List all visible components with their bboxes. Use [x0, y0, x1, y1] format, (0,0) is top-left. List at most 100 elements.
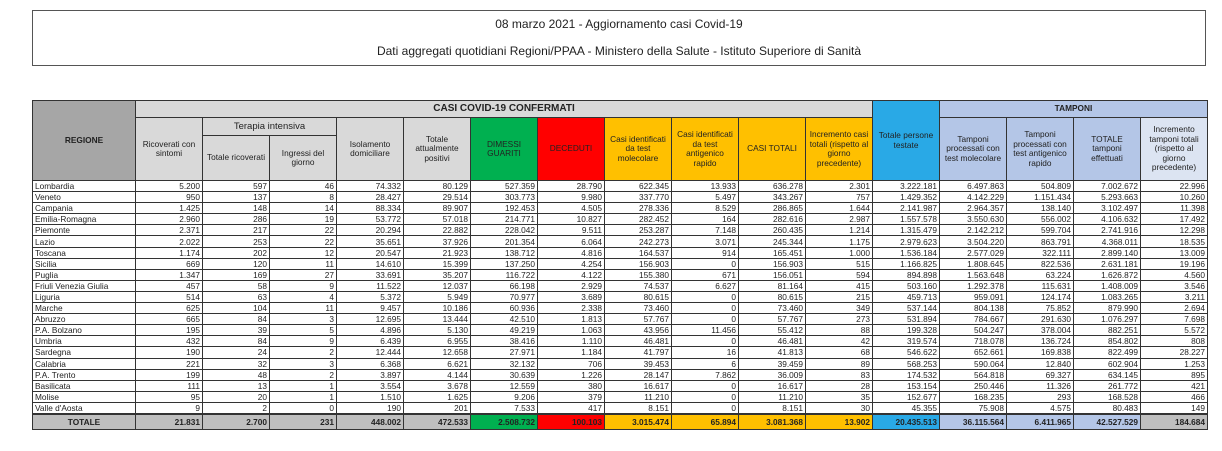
data-cell: 156.903: [738, 257, 806, 270]
data-cell: 1.408.009: [1073, 279, 1141, 292]
data-cell: 20.435.513: [872, 413, 940, 430]
data-cell: 18.535: [1140, 235, 1208, 248]
data-cell: 9.457: [336, 302, 404, 315]
data-cell: 1.292.378: [939, 279, 1007, 292]
data-cell: 282.616: [738, 213, 806, 226]
data-cell: 4.106.632: [1073, 213, 1141, 226]
data-cell: 245.344: [738, 235, 806, 248]
data-cell: 531.894: [872, 313, 940, 326]
header-terapia-intensiva: Terapia intensiva: [202, 117, 337, 136]
data-cell: 718.078: [939, 335, 1007, 348]
data-cell: 432: [135, 335, 203, 348]
table-row: Puglia 1.347 169 27 33.691 35.207 116.722 4.122…: [32, 268, 1208, 281]
data-cell: 35.207: [403, 268, 471, 281]
data-cell: 448.002: [336, 413, 404, 430]
data-cell: 2.301: [805, 179, 873, 193]
data-cell: 0: [671, 290, 739, 304]
data-cell: 104: [202, 302, 270, 315]
data-cell: 12.695: [336, 313, 404, 326]
data-cell: 2.979.623: [872, 235, 940, 248]
table-row: Valle d'Aosta 9 2 0 190 201 7.533 417 8.151 0 8.15…: [32, 401, 1208, 415]
data-cell: 42: [805, 335, 873, 348]
data-cell: 12.037: [403, 279, 471, 292]
header-casi-group: CASI COVID-19 CONFERMATI: [135, 100, 873, 118]
data-cell: 1.083.265: [1073, 290, 1141, 304]
data-cell: 863.791: [1006, 235, 1074, 248]
data-cell: 30.639: [470, 368, 538, 381]
data-cell: 231: [269, 413, 337, 430]
data-cell: 8.529: [671, 202, 739, 215]
table-row: Friuli Venezia Giulia 457 58 9 11.522 12.037 6…: [32, 279, 1208, 292]
data-cell: 914: [671, 246, 739, 259]
data-cell: 2.577.029: [939, 246, 1007, 259]
data-cell: 13.933: [671, 179, 739, 193]
data-cell: 286: [202, 213, 270, 226]
data-cell: 11.326: [1006, 379, 1074, 392]
data-cell: 3.689: [537, 290, 605, 304]
data-cell: 2.142.212: [939, 224, 1007, 237]
data-cell: 27.971: [470, 346, 538, 359]
data-cell: 3.015.474: [604, 413, 672, 430]
data-cell: 221: [135, 357, 203, 370]
data-cell: 0: [671, 257, 739, 270]
data-cell: 665: [135, 313, 203, 326]
data-cell: 622.345: [604, 179, 672, 193]
data-cell: 808: [1140, 335, 1208, 348]
header-regione: REGIONE: [32, 100, 136, 181]
data-cell: 1.425: [135, 202, 203, 215]
data-cell: 1.184: [537, 346, 605, 359]
report-title-box: 08 marzo 2021 - Aggiornamento casi Covid…: [32, 10, 1206, 66]
data-cell: 75.908: [939, 401, 1007, 415]
data-cell: 757: [805, 191, 873, 204]
data-cell: 415: [805, 279, 873, 292]
data-cell: 89: [805, 357, 873, 370]
data-cell: 199: [135, 368, 203, 381]
data-cell: 46.481: [738, 335, 806, 348]
data-cell: 83: [805, 368, 873, 381]
table-row: Marche 625 104 11 9.457 10.186 60.936 2.338 73.4…: [32, 302, 1208, 315]
data-cell: 27: [269, 268, 337, 281]
data-cell: 669: [135, 257, 203, 270]
data-cell: 63.224: [1006, 268, 1074, 281]
data-cell: 250.446: [939, 379, 1007, 392]
data-cell: 65.894: [671, 413, 739, 430]
data-cell: 228.042: [470, 224, 538, 237]
data-cell: 4.254: [537, 257, 605, 270]
data-cell: 217: [202, 224, 270, 237]
header-casi-molecolare: Casi identificati da test molecolare: [604, 117, 672, 181]
data-cell: 80.615: [738, 290, 806, 304]
data-cell: 32: [202, 357, 270, 370]
data-cell: 1.808.645: [939, 257, 1007, 270]
data-cell: 195: [135, 324, 203, 337]
data-cell: 201.354: [470, 235, 538, 248]
data-cell: 822.536: [1006, 257, 1074, 270]
region-name: P.A. Bolzano: [32, 324, 136, 337]
data-cell: 28: [805, 379, 873, 392]
table-row: Toscana 1.174 202 12 20.547 21.923 138.712 4.81…: [32, 246, 1208, 259]
data-cell: 5: [269, 324, 337, 337]
data-cell: 80.615: [604, 290, 672, 304]
data-cell: 6.497.863: [939, 179, 1007, 193]
data-cell: 12.298: [1140, 224, 1208, 237]
table-row: Umbria 432 84 9 6.439 6.955 38.416 1.110 46.481 0…: [32, 335, 1208, 348]
data-cell: 457: [135, 279, 203, 292]
data-cell: 6: [671, 357, 739, 370]
data-cell: 41.797: [604, 346, 672, 359]
data-cell: 4.505: [537, 202, 605, 215]
table-row: Lombardia 5.200 597 46 74.332 80.129 527.359 28…: [32, 179, 1208, 193]
data-cell: 472.533: [403, 413, 471, 430]
header-casi-totali: CASI TOTALI: [738, 117, 806, 181]
data-cell: 28.790: [537, 179, 605, 193]
totals-label: TOTALE: [32, 413, 136, 430]
data-cell: 42.527.529: [1073, 413, 1141, 430]
data-cell: 2.899.140: [1073, 246, 1141, 259]
data-cell: 1.076.297: [1073, 313, 1141, 326]
data-cell: 4.560: [1140, 268, 1208, 281]
data-cell: 546.622: [872, 346, 940, 359]
data-cell: 111: [135, 379, 203, 392]
data-cell: 6.439: [336, 335, 404, 348]
data-cell: 124.174: [1006, 290, 1074, 304]
data-cell: 184.684: [1140, 413, 1208, 430]
data-cell: 378.004: [1006, 324, 1074, 337]
data-cell: 43.956: [604, 324, 672, 337]
